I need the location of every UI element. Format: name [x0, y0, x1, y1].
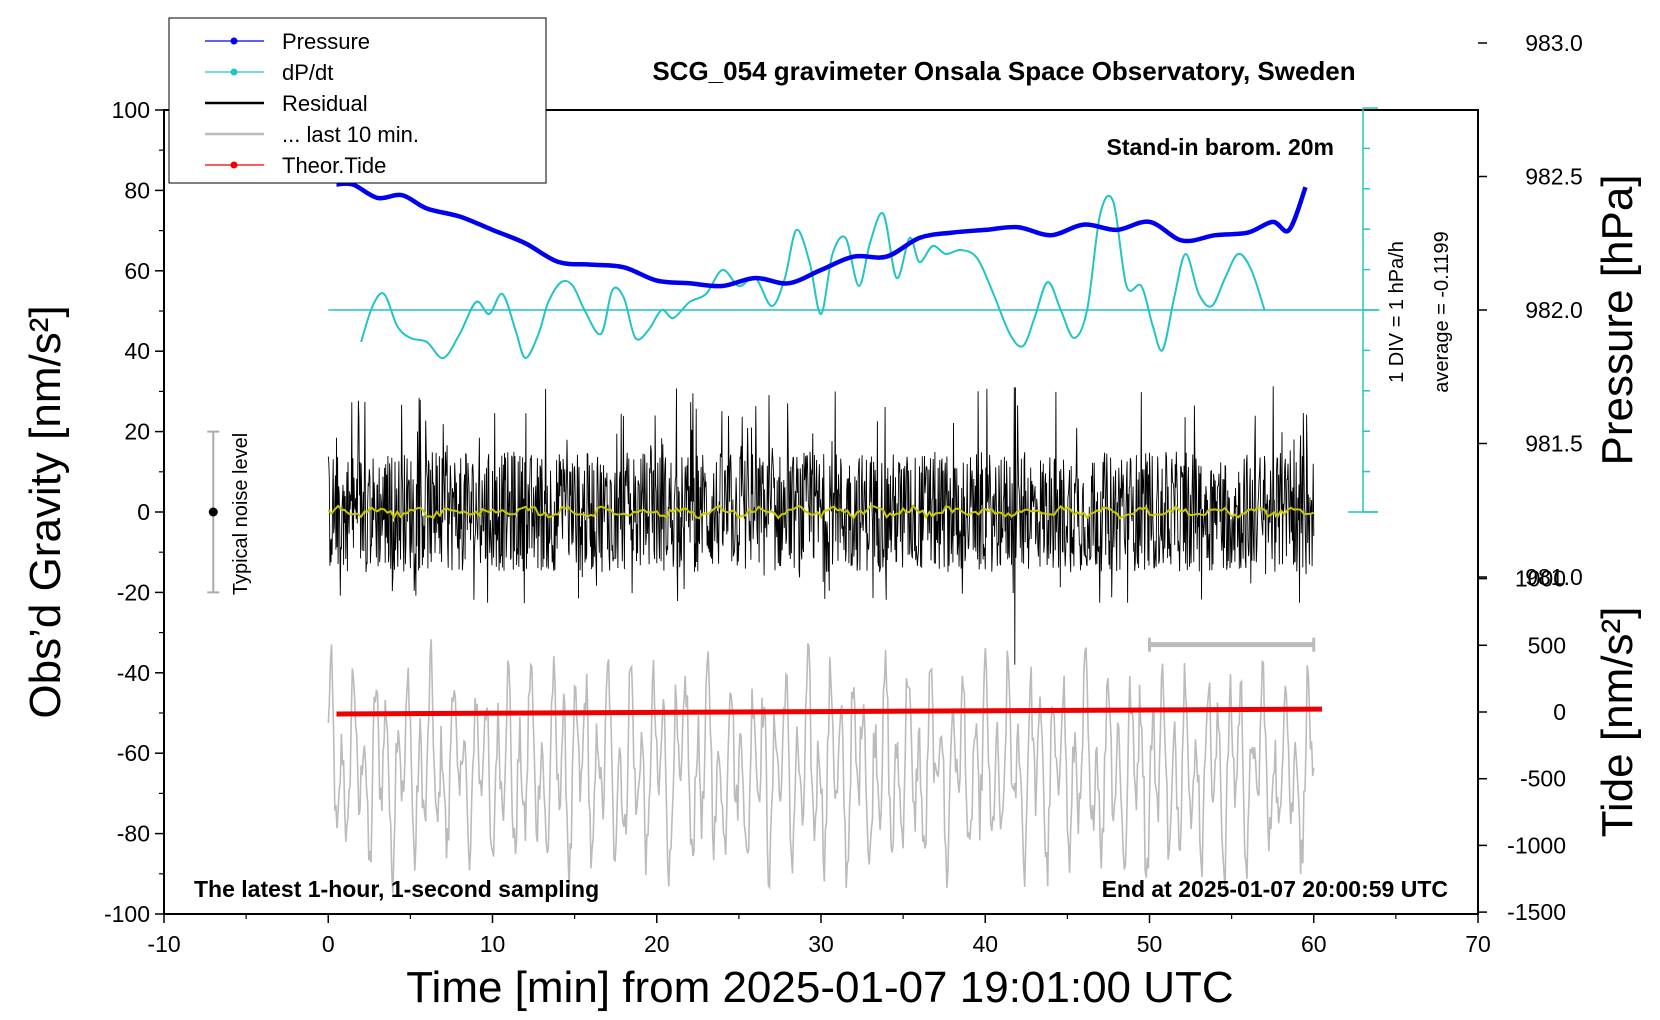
- legend-label: Theor.Tide: [282, 153, 386, 178]
- y-tick-label: -60: [117, 740, 150, 766]
- tide-tick-label: -500: [1520, 766, 1566, 792]
- pressure-axis-title: Pressure [hPa]: [1593, 174, 1642, 465]
- x-tick-label: 60: [1301, 931, 1327, 957]
- div-scale-note: 1 DIV = 1 hPa/h: [1386, 241, 1408, 383]
- residual-series: [327, 386, 1315, 665]
- noise-bar-dot: [208, 507, 218, 517]
- dpdt-line: [360, 194, 1266, 359]
- legend-label: dP/dt: [282, 60, 333, 85]
- y-tick-label: 60: [124, 258, 150, 284]
- legend-marker: [230, 68, 238, 76]
- x-tick-label: -10: [147, 931, 180, 957]
- chart-title: SCG_054 gravimeter Onsala Space Observat…: [652, 56, 1355, 86]
- y-tick-label: -40: [117, 660, 150, 686]
- residual-line: [327, 386, 1315, 665]
- y-tick-label: 40: [124, 338, 150, 364]
- tide-tick-label: 1000: [1515, 566, 1566, 592]
- theoretical-tide-series: [336, 706, 1322, 717]
- x-tick-label: 20: [644, 931, 670, 957]
- x-tick-label: 40: [972, 931, 998, 957]
- tide-tick-label: -1500: [1507, 899, 1566, 925]
- x-tick-label: 30: [808, 931, 834, 957]
- axis-ticks: [155, 42, 1487, 923]
- legend: Pressure dP/dt Residual ... last 10 min. The…: [168, 17, 547, 184]
- legend-marker: [230, 161, 238, 169]
- pressure-series: [336, 181, 1308, 289]
- tide-tick-labels: 1000 500 0 -500 -1000 -1500: [1507, 566, 1566, 926]
- x-tick-labels: -10 0 10 20 30 40 50 60 70: [147, 931, 1490, 957]
- x-tick-label: 10: [480, 931, 506, 957]
- y-left-tick-labels: 100 80 60 40 20 0 -20 -40 -60 -80 -100: [104, 97, 150, 927]
- pressure-line: [336, 181, 1308, 289]
- tide-axis-title: Tide [nm/s²]: [1593, 607, 1642, 838]
- noise-level-note: Typical noise level: [230, 433, 252, 595]
- average-note: average = -0.1199: [1431, 231, 1453, 392]
- legend-label: ... last 10 min.: [282, 122, 419, 147]
- tide-tick-label: 0: [1553, 699, 1566, 725]
- y-left-axis-title: Obs’d Gravity [nm/s²]: [21, 305, 70, 718]
- tide-tick-label: -1000: [1507, 832, 1566, 858]
- y-tick-label: -100: [104, 901, 150, 927]
- legend-items: Pressure dP/dt Residual ... last 10 min. The…: [205, 29, 419, 178]
- legend-label: Residual: [282, 91, 368, 116]
- last-10-min-series: [327, 639, 1315, 894]
- y-tick-label: 80: [124, 177, 150, 203]
- x-tick-label: 50: [1137, 931, 1163, 957]
- residual-smoothed-line: [327, 504, 1315, 520]
- tide-line: [336, 706, 1322, 717]
- last-10-min-line: [327, 639, 1315, 894]
- y-tick-label: -80: [117, 821, 150, 847]
- pressure-tick-labels: 983.0 982.5 982.0 981.5 981.0: [1525, 30, 1583, 590]
- pressure-tick-label: 981.5: [1525, 431, 1583, 457]
- y-tick-label: 20: [124, 419, 150, 445]
- y-tick-label: -20: [117, 579, 150, 605]
- x-tick-label: 70: [1465, 931, 1491, 957]
- dpdt-series: [328, 107, 1380, 513]
- legend-marker: [230, 37, 238, 45]
- annotation-marks: [207, 430, 1316, 652]
- y-tick-label: 100: [112, 97, 150, 123]
- legend-box: [168, 17, 547, 184]
- y-tick-label: 0: [137, 499, 150, 525]
- tide-tick-label: 500: [1528, 632, 1566, 658]
- end-time-note: End at 2025-01-07 20:00:59 UTC: [1102, 876, 1448, 902]
- sampling-note: The latest 1-hour, 1-second sampling: [194, 876, 599, 902]
- legend-label: Pressure: [282, 29, 370, 54]
- pressure-tick-label: 983.0: [1525, 30, 1583, 56]
- x-tick-label: 0: [322, 931, 335, 957]
- pressure-tick-label: 981.0: [1525, 564, 1583, 590]
- pressure-tick-label: 982.5: [1525, 164, 1583, 190]
- pressure-tick-label: 982.0: [1525, 297, 1583, 323]
- x-axis-title: Time [min] from 2025-01-07 19:01:00 UTC: [406, 963, 1233, 1012]
- barometer-note: Stand-in barom. 20m: [1107, 134, 1334, 160]
